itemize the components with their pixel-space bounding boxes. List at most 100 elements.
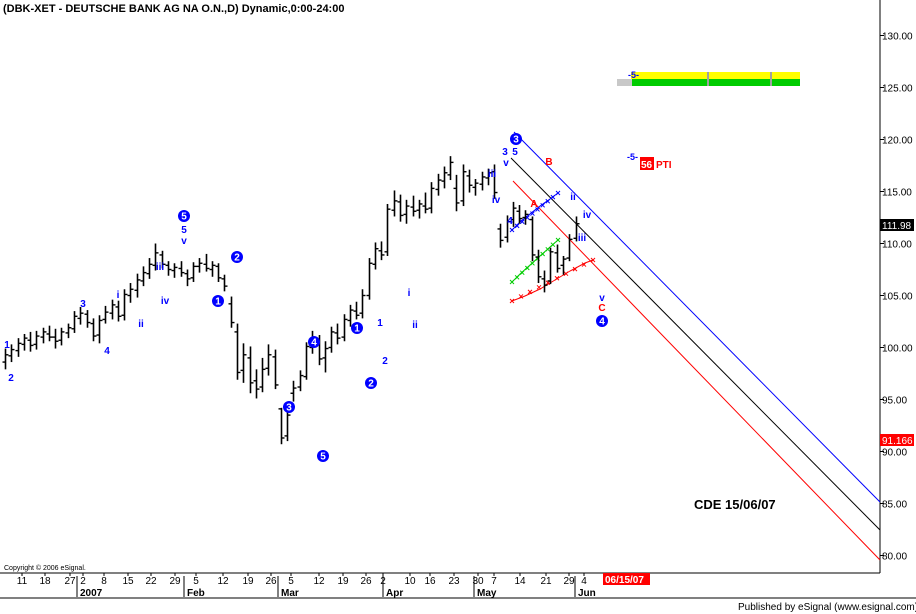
wave-circle — [308, 336, 320, 348]
circled-wave-label: 2 — [231, 251, 243, 264]
wave-circle-number: 1 — [215, 297, 221, 308]
ohlc-bar — [460, 164, 467, 207]
ohlc-bar — [46, 325, 53, 342]
date-tick-label: 7 — [491, 576, 497, 587]
ohlc-bar — [353, 301, 360, 320]
green-time-bar — [632, 79, 800, 86]
ohlc-bar — [391, 190, 398, 217]
pti-indicator: -5- 56 PTI — [627, 152, 672, 171]
ohlc-bar — [209, 261, 216, 277]
date-tick-label: 11 — [17, 576, 28, 587]
wave-label: iv — [161, 296, 170, 307]
annotation-text: CDE 15/06/07 — [694, 497, 776, 512]
date-tick-label: 30 — [472, 576, 484, 587]
ohlc-bar — [140, 266, 147, 287]
ohlc-bar — [253, 369, 260, 399]
month-label: Apr — [386, 588, 403, 599]
wave-label: iv — [583, 210, 592, 221]
ohlc-bar — [297, 370, 304, 392]
curve-tick — [524, 265, 530, 271]
wave-label: A — [530, 199, 537, 210]
pti-value-box — [640, 157, 654, 170]
wave-label: iii — [156, 262, 165, 273]
date-tick-label: 4 — [581, 576, 587, 587]
ohlc-bar — [58, 327, 65, 346]
curve-tick — [555, 190, 561, 196]
wave-label: iii — [488, 169, 497, 180]
wave-label: 5 — [512, 147, 518, 158]
ohlc-bar — [322, 341, 329, 373]
chart-title: (DBK-XET - DEUTSCHE BANK AG NA O.N.,D) D… — [3, 3, 344, 15]
price-axis: 80.00 85.00 90.00 95.00 100.00 105.00 110.00 11… — [880, 32, 913, 563]
curve-tick — [518, 294, 524, 299]
ohlc-bar — [134, 273, 141, 298]
date-tick-label: 29 — [563, 576, 575, 587]
target-price-value: 91.166 — [882, 436, 913, 447]
ohlc-bar — [221, 274, 228, 292]
price-tick-label: 130.00 — [882, 32, 913, 43]
price-tick-label: 95.00 — [882, 396, 907, 407]
ohlc-bar — [422, 192, 429, 214]
ohlc-bar — [52, 328, 59, 349]
date-tick-label: 12 — [217, 576, 229, 587]
date-highlight: 06/15/07 — [605, 575, 644, 586]
circled-wave-label: 1 — [351, 322, 363, 335]
wave-label: ii — [412, 320, 418, 331]
curve-tick — [509, 298, 515, 304]
ohlc-bar — [228, 296, 235, 328]
channel-upper-line — [513, 131, 881, 503]
date-tick-label: 26 — [360, 576, 372, 587]
ohlc-bar — [247, 346, 254, 394]
ohlc-bar — [90, 318, 97, 342]
ohlc-bar — [491, 164, 498, 199]
curve-tick — [530, 211, 535, 216]
wave-label: v — [599, 293, 605, 304]
circled-wave-label: 3 — [510, 133, 522, 146]
wave-label: iv — [492, 195, 501, 206]
curve-tick — [545, 198, 551, 204]
wave-circle — [283, 401, 295, 413]
ohlc-bar — [397, 194, 404, 222]
ohlc-bar — [529, 216, 536, 262]
date-tick-label: 26 — [265, 576, 277, 587]
last-price-value: 111.98 — [882, 221, 912, 232]
gray-time-bar — [617, 79, 632, 86]
ohlc-bar — [152, 243, 159, 271]
five-mark-label: -5- — [627, 152, 638, 162]
ohlc-bar — [203, 253, 210, 272]
ohlc-bar — [159, 250, 166, 269]
curve-tick — [536, 284, 542, 290]
ohlc-bar — [447, 156, 454, 181]
ohlc-bar — [284, 409, 291, 442]
price-tick-label: 100.00 — [882, 344, 913, 355]
ohlc-bar — [127, 283, 134, 303]
wave-label: 2 — [8, 373, 14, 384]
wave-label: 1 — [377, 318, 383, 329]
ohlc-bar — [240, 343, 247, 383]
wave-circle — [212, 295, 224, 307]
last-price-tag: 111.98 — [880, 219, 914, 232]
footer-text: Published by eSignal (www.esignal.com) — [738, 602, 916, 613]
ohlc-bar — [265, 344, 272, 376]
channel-middle-line — [510, 157, 881, 531]
wave-circle — [178, 210, 190, 222]
curve-tick — [545, 246, 551, 252]
ohlc-bar — [184, 269, 191, 287]
wave-circle-number: 3 — [286, 403, 292, 414]
circled-wave-label: 3 — [283, 401, 295, 414]
ohlc-bar — [328, 326, 335, 353]
wave-circle — [317, 450, 329, 462]
date-tick-label: 19 — [242, 576, 254, 587]
ohlc-bar — [2, 348, 9, 370]
ohlc-bar — [428, 182, 435, 214]
wave-label: i — [117, 290, 120, 301]
ohlc-bar — [190, 262, 197, 282]
ohlc-bar — [341, 314, 348, 342]
ohlc-bar — [178, 261, 185, 277]
ohlc-bar — [466, 169, 473, 193]
curve-tick — [540, 202, 546, 208]
ohlc-bar — [403, 199, 410, 224]
ohlc-bar — [479, 171, 486, 191]
